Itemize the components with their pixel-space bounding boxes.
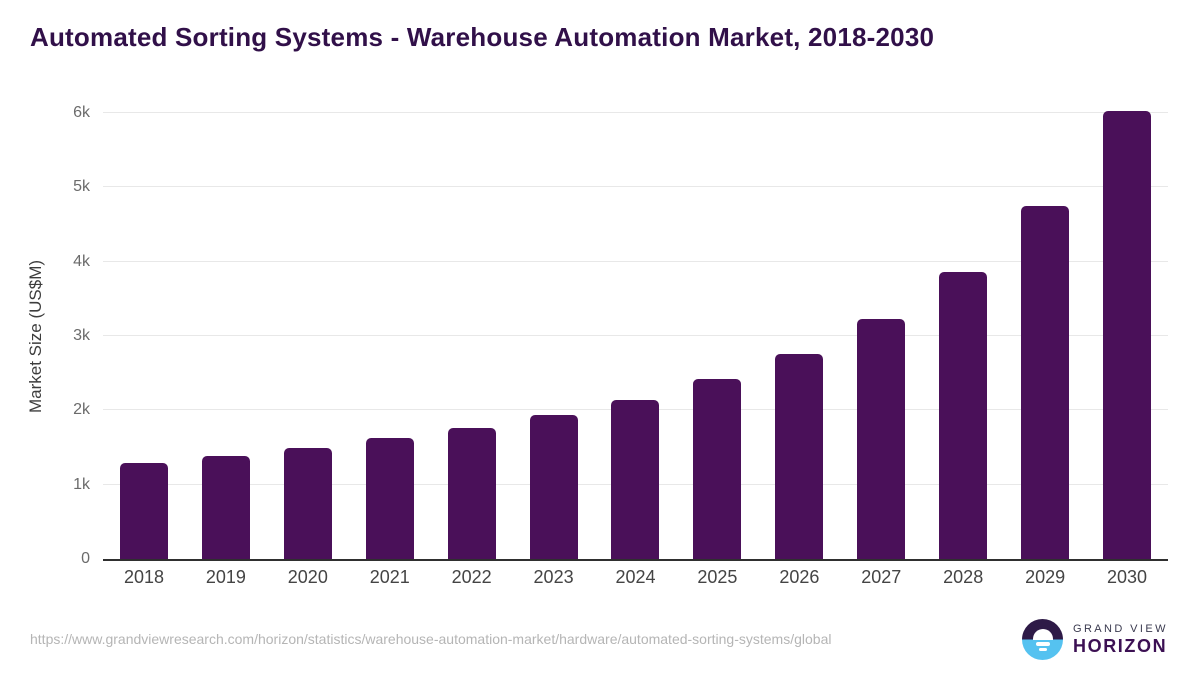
bar-slot-2026 — [758, 113, 840, 559]
x-tick-2027: 2027 — [861, 567, 902, 587]
bar-slot-2022 — [431, 113, 513, 559]
y-tick-2k: 2k — [73, 401, 90, 419]
gridline-3k — [103, 335, 1168, 336]
x-tick-2024: 2024 — [615, 567, 656, 587]
bar-2022[interactable] — [447, 428, 496, 559]
bar-slot-2018 — [103, 113, 185, 559]
x-label-slot-2030: 2030 — [1086, 567, 1168, 588]
bar-slot-2028 — [922, 113, 1004, 559]
bar-2027[interactable] — [857, 318, 906, 559]
x-tick-2019: 2019 — [205, 567, 246, 587]
x-tick-2022: 2022 — [451, 567, 492, 587]
y-tick-0: 0 — [81, 550, 90, 567]
x-tick-2025: 2025 — [697, 567, 738, 587]
bar-slot-2025 — [676, 113, 758, 559]
bar-2023[interactable] — [529, 414, 578, 559]
logo-product-name: HORIZON — [1073, 635, 1168, 656]
horizon-sun-icon — [1022, 619, 1063, 660]
x-tick-2026: 2026 — [779, 567, 820, 587]
x-tick-2020: 2020 — [287, 567, 328, 587]
x-tick-2030: 2030 — [1107, 567, 1148, 587]
sun-shape — [1032, 629, 1053, 640]
x-tick-2028: 2028 — [943, 567, 984, 587]
bar-2026[interactable] — [775, 353, 824, 559]
x-label-slot-2019: 2019 — [185, 567, 267, 588]
horizon-line-1 — [1035, 642, 1050, 646]
bar-slot-2023 — [513, 113, 595, 559]
y-axis-title: Market Size (US$M) — [26, 259, 45, 413]
bar-slot-2020 — [267, 113, 349, 559]
bar-2021[interactable] — [365, 437, 414, 559]
x-label-slot-2027: 2027 — [840, 567, 922, 588]
y-tick-5k: 5k — [73, 178, 90, 196]
x-label-slot-2024: 2024 — [595, 567, 677, 588]
bar-slot-2030 — [1086, 110, 1168, 559]
bar-slot-2027 — [840, 113, 922, 559]
gridline-4k — [103, 260, 1168, 262]
x-label-slot-2021: 2021 — [349, 567, 431, 588]
bar-2020[interactable] — [283, 448, 332, 559]
bar-slot-2019 — [185, 113, 267, 559]
y-tick-1k: 1k — [73, 475, 90, 493]
bar-slot-2021 — [349, 113, 431, 559]
x-label-slot-2028: 2028 — [922, 567, 1004, 588]
bar-slot-2029 — [1004, 113, 1086, 559]
bar-2029[interactable] — [1021, 205, 1070, 559]
logo-text: GRAND VIEW HORIZON — [1073, 623, 1168, 657]
brand-logo: GRAND VIEW HORIZON — [1022, 619, 1168, 660]
chart-title: Automated Sorting Systems - Warehouse Au… — [30, 22, 935, 52]
x-axis-labels: 2018 2019 2020 2021 2022 2023 2024 2025 2026 2027… — [103, 567, 1168, 588]
x-tick-2021: 2021 — [369, 567, 410, 587]
y-tick-4k: 4k — [73, 252, 90, 270]
x-tick-2029: 2029 — [1025, 567, 1066, 587]
y-tick-6k: 6k — [73, 104, 90, 121]
y-tick-3k: 3k — [73, 327, 90, 344]
x-label-slot-2026: 2026 — [758, 567, 840, 588]
bar-2024[interactable] — [611, 399, 660, 559]
bar-2025[interactable] — [693, 379, 742, 559]
x-label-slot-2029: 2029 — [1004, 567, 1086, 588]
bar-2019[interactable] — [201, 455, 250, 559]
bar-series — [103, 110, 1168, 559]
x-tick-2023: 2023 — [533, 567, 574, 587]
horizon-line-2 — [1038, 648, 1047, 651]
gridline-5k — [103, 186, 1168, 188]
x-label-slot-2023: 2023 — [513, 567, 595, 588]
plot-area: 0 1k 2k 3k 4k 5k 6k 2018 2019 2020 2021 2022 2023 20… — [73, 105, 1168, 587]
logo-brand-name: GRAND VIEW — [1073, 622, 1168, 635]
x-label-slot-2018: 2018 — [103, 567, 185, 588]
bar-2028[interactable] — [939, 272, 988, 559]
x-label-slot-2022: 2022 — [431, 567, 513, 588]
source-url: https://www.grandviewresearch.com/horizo… — [30, 631, 832, 647]
x-label-slot-2025: 2025 — [676, 567, 758, 588]
bar-2018[interactable] — [119, 463, 168, 559]
x-label-slot-2020: 2020 — [267, 567, 349, 588]
x-tick-2018: 2018 — [123, 567, 164, 587]
gridline-6k — [103, 112, 1168, 113]
bar-slot-2024 — [595, 113, 677, 559]
bar-2030[interactable] — [1103, 110, 1152, 559]
